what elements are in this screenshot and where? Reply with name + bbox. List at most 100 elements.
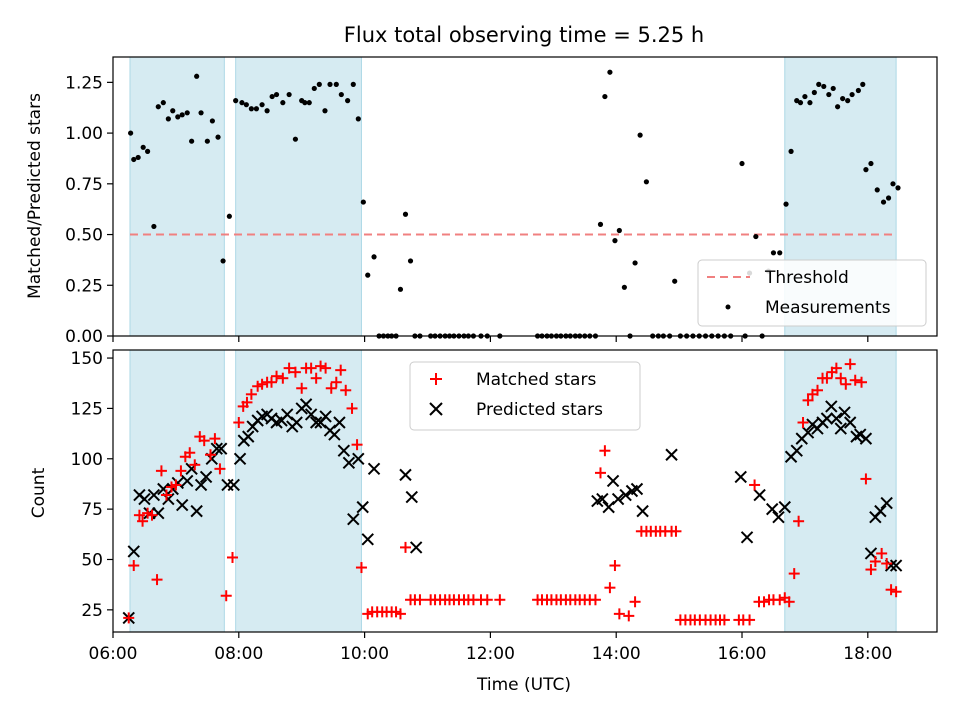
measurement-point <box>788 148 794 154</box>
measurement-point <box>128 130 134 136</box>
predicted-star-point <box>606 474 620 488</box>
measurement-point <box>643 179 649 185</box>
measurement-point <box>355 116 361 122</box>
predicted-star-point <box>147 488 161 502</box>
measurement-point <box>194 73 200 79</box>
measurement-point <box>672 278 678 284</box>
matched-star-point <box>289 366 301 378</box>
measurement-point <box>607 69 613 75</box>
matched-star-point <box>204 449 216 461</box>
measurement-point <box>198 110 204 116</box>
predicted-star-point <box>734 470 747 484</box>
measurement-point <box>204 138 210 144</box>
measurement-point <box>189 138 195 144</box>
matched-star-point <box>821 372 833 384</box>
observing-span <box>235 56 362 337</box>
measurement-point <box>220 258 226 264</box>
measurement-point <box>885 195 892 201</box>
observing-span <box>235 349 362 633</box>
predicted-star-point <box>859 432 873 445</box>
observing-span <box>129 56 225 337</box>
matched-star-point <box>860 473 872 485</box>
legend-predicted-swatch <box>429 402 443 416</box>
matched-star-point <box>335 364 347 376</box>
measurement-point <box>233 98 239 104</box>
predicted-star-point <box>199 470 213 484</box>
predicted-star-point <box>874 504 887 518</box>
matched-star-point <box>133 509 145 521</box>
predicted-star-point <box>152 506 165 520</box>
predicted-star-point <box>820 412 834 425</box>
matched-star-point <box>774 594 786 606</box>
measurement-point <box>345 98 351 104</box>
measurement-point <box>371 254 377 260</box>
bottom-y-axis-label: Count <box>29 467 49 518</box>
matched-star-point <box>414 594 426 606</box>
predicted-star-point <box>834 422 847 435</box>
measurement-point <box>616 227 622 234</box>
measurement-point <box>286 91 292 98</box>
measurement-point <box>783 201 789 207</box>
matched-star-point <box>209 433 221 445</box>
observing-span <box>784 349 897 633</box>
top-y-axis-label: Matched/Predicted stars <box>25 93 45 299</box>
measurement-point <box>597 221 604 227</box>
matched-star-point <box>256 378 268 390</box>
measurement-point <box>280 100 286 106</box>
measurement-point <box>849 91 855 98</box>
predicted-star-point <box>838 406 851 419</box>
measurement-point <box>602 93 608 100</box>
matched-star-point <box>609 560 621 572</box>
matched-star-point <box>241 396 253 408</box>
matched-star-point <box>315 360 327 372</box>
predicted-star-point <box>210 442 223 455</box>
measurement-point <box>151 223 157 230</box>
predicted-star-point <box>328 428 341 441</box>
matched-star-point <box>214 463 226 475</box>
matched-star-point <box>170 479 182 491</box>
measurement-point <box>184 110 190 116</box>
matched-star-point <box>876 547 888 559</box>
predicted-star-point <box>309 416 323 429</box>
bottom-x-ticks: 06:00 08:00 10:00 12:00 14:00 16:00 18:00 <box>89 632 892 664</box>
measurement-point <box>165 116 171 122</box>
legend-measurements-label: Measurements <box>765 298 891 318</box>
measurement-point <box>821 83 827 90</box>
measurement-point <box>215 134 221 140</box>
measurement-point <box>322 108 328 114</box>
measurement-point <box>407 258 414 264</box>
predicted-star-point <box>801 426 815 439</box>
predicted-stars-points <box>122 398 903 625</box>
legend-measurements-swatch <box>725 304 731 310</box>
matched-star-point <box>793 515 805 527</box>
predicted-star-point <box>596 492 609 506</box>
matched-star-point <box>623 610 635 622</box>
matched-star-point <box>594 467 606 479</box>
measurement-point <box>860 81 866 87</box>
legend-predicted-label: Predicted stars <box>476 400 603 420</box>
matched-star-point <box>835 372 847 384</box>
matched-star-point <box>151 574 163 586</box>
measurement-point <box>402 211 409 217</box>
predicted-star-point <box>190 504 203 518</box>
top-axes-frame <box>112 56 938 337</box>
matched-star-point <box>330 376 342 388</box>
predicted-star-point <box>409 541 423 554</box>
measurement-point <box>264 108 270 114</box>
matched-star-point <box>355 562 367 574</box>
matched-star-point <box>844 358 856 370</box>
predicted-star-point <box>138 492 151 506</box>
measurement-point <box>621 284 627 290</box>
matched-star-point <box>613 608 625 620</box>
matched-star-point <box>189 459 201 471</box>
predicted-star-point <box>854 428 867 441</box>
measurement-point <box>292 136 299 142</box>
predicted-star-point <box>342 456 356 470</box>
y-tick-label: 1.00 <box>65 124 103 144</box>
measurement-point <box>826 91 832 98</box>
measurement-point <box>144 148 151 154</box>
predicted-star-point <box>880 496 893 510</box>
observing-span <box>129 349 225 633</box>
matched-star-point <box>881 558 893 570</box>
measurement-point <box>895 185 901 191</box>
